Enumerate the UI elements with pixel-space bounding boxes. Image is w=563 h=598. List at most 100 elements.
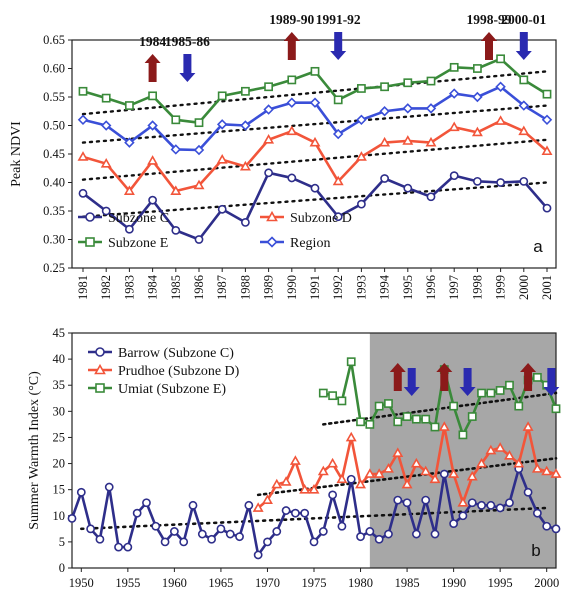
b-series-0-point: [449, 519, 459, 529]
b-series-2-point: [356, 417, 365, 427]
y-tick-label-a: 0.55: [43, 90, 65, 104]
b-series-1-point: [327, 457, 339, 468]
b-series-1-point: [271, 478, 283, 489]
a-series-2-point: [101, 93, 111, 103]
event-label: 1989-90: [269, 12, 314, 27]
x-tick-label-a: 1989: [262, 275, 276, 300]
a-series-2-point: [264, 82, 273, 92]
b-series-0-point: [95, 534, 105, 544]
a-series-3-point: [379, 106, 390, 117]
a-series-3-point: [170, 144, 182, 155]
b-series-0-point: [393, 495, 403, 505]
b-series-0-point: [86, 524, 96, 534]
b-series-2-point: [328, 391, 338, 401]
b-series-2-point: [430, 422, 440, 432]
b-series-0-point: [272, 527, 282, 536]
b-series-0-point: [477, 500, 486, 510]
b-series-2-point: [318, 388, 328, 398]
b-series-0-point: [356, 532, 365, 542]
a-series-1-point: [402, 135, 414, 145]
a-series-1-point: [379, 136, 391, 147]
x-tick-label-a: 1990: [285, 275, 299, 300]
b-series-2-point: [467, 412, 477, 421]
a-series-0-point: [356, 199, 366, 209]
b-series-0-point: [263, 537, 272, 547]
a-series-3-point: [77, 114, 89, 126]
x-tick-label-b: 1950: [69, 576, 94, 590]
b-series-1-point: [392, 447, 404, 458]
b-series-2-point: [402, 412, 412, 421]
a-series-2-point: [148, 91, 157, 101]
b-series-1-point: [466, 470, 478, 481]
event-label: 1984: [139, 34, 166, 49]
a-series-3-point: [356, 114, 367, 126]
trend-line-a-3: [81, 104, 549, 144]
b-series-0-point: [328, 490, 338, 500]
b-series-1-point: [438, 421, 450, 431]
y-tick-label-a: 0.60: [43, 62, 65, 76]
panel-label-b: b: [531, 541, 540, 560]
a-series-3-point: [124, 137, 135, 148]
a-series-3-point: [100, 120, 112, 131]
b-series-2-point: [551, 404, 561, 414]
x-tick-label-a: 1985: [169, 275, 183, 300]
a-series-3-point: [147, 120, 158, 131]
b-series-0-point: [439, 469, 449, 479]
a-series-1-point: [286, 125, 298, 136]
legend-label: Subzone E: [108, 236, 168, 251]
b-series-0-point: [281, 506, 291, 515]
a-series-3-point: [286, 97, 298, 108]
event-arrow-down-icon: [330, 32, 347, 60]
b-series-1-point: [364, 468, 376, 478]
event-arrow-up-icon: [481, 32, 497, 60]
y-tick-label-b: 40: [53, 352, 66, 366]
b-series-0-point: [300, 508, 310, 518]
legend-label: Subzone C: [108, 211, 169, 226]
x-tick-label-b: 1960: [162, 576, 187, 590]
a-series-1-point: [193, 179, 205, 190]
b-series-2-point: [411, 414, 421, 424]
a-series-2-point: [125, 101, 134, 110]
b-series-1-point: [531, 463, 543, 473]
b-series-2-point: [384, 399, 393, 408]
b-series-1-point: [476, 457, 488, 468]
b-series-1-point: [513, 457, 525, 468]
b-series-1-point: [410, 457, 422, 468]
a-series-0-point: [78, 188, 88, 198]
y-tick-label-b: 25: [53, 430, 66, 444]
a-series-0-point: [264, 168, 273, 178]
y-tick-label-b: 5: [59, 535, 65, 549]
a-series-3-point: [448, 88, 460, 99]
b-series-1-point: [522, 421, 534, 431]
event-arrow-up-icon: [144, 54, 161, 82]
x-tick-label-a: 1986: [192, 275, 206, 300]
b-series-0-point: [179, 537, 189, 547]
a-series-1-point: [263, 134, 275, 144]
b-series-0-point: [225, 529, 235, 539]
a-series-2-point: [356, 84, 366, 93]
a-series-3-point: [518, 100, 530, 111]
y-tick-label-b: 15: [53, 483, 66, 497]
a-series-0-point: [496, 178, 505, 187]
b-series-1-point: [485, 444, 497, 455]
a-series-2-point: [287, 75, 297, 85]
y-tick-label-a: 0.40: [43, 176, 65, 190]
b-series-0-point: [318, 527, 328, 536]
a-series-0-point: [403, 183, 413, 193]
b-series-2-point: [365, 419, 375, 429]
a-series-2-point: [472, 64, 482, 73]
a-series-3-point: [263, 104, 274, 115]
x-tick-label-a: 1984: [146, 274, 160, 300]
b-series-0-point: [346, 474, 356, 484]
b-series-0-point: [114, 542, 123, 552]
b-series-1-point: [494, 442, 506, 452]
a-series-1-point: [355, 151, 367, 161]
event-arrow-down-icon: [543, 368, 560, 396]
event-arrow-up-icon: [520, 363, 537, 391]
y-axis-label-a: Peak NDVI: [9, 121, 24, 187]
y-axis-label-b: Summer Warmth Index (°C): [27, 371, 42, 530]
chart-panel-b: 0 5 10 15 20 25 30 35 40 45 1950 1955 1960 1965 1970 19…: [27, 326, 562, 590]
b-series-2-point: [458, 430, 468, 440]
a-series-3-point: [309, 97, 321, 108]
